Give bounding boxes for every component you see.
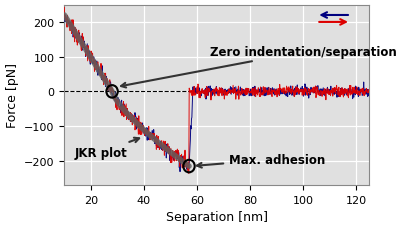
Text: Max. adhesion: Max. adhesion <box>197 153 325 168</box>
X-axis label: Separation [nm]: Separation [nm] <box>166 210 268 224</box>
Text: JKR plot: JKR plot <box>75 138 139 159</box>
Text: Zero indentation/separation: Zero indentation/separation <box>121 46 397 88</box>
Y-axis label: Force [pN]: Force [pN] <box>6 63 18 128</box>
